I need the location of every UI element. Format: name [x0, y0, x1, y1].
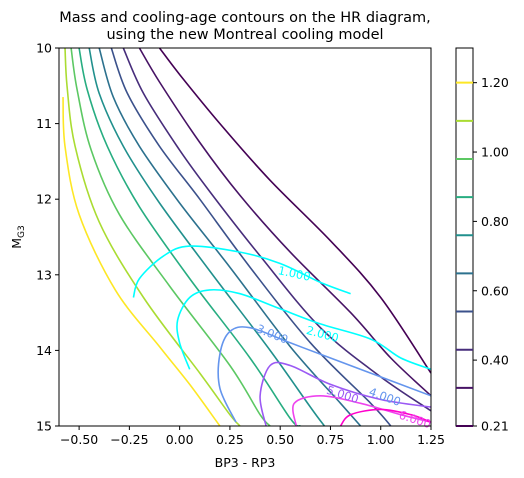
y-tick-label-2: 12	[36, 192, 52, 207]
age-contour-1	[176, 288, 431, 371]
chart-title-line-2: using the new Montreal cooling model	[106, 27, 383, 43]
age-contour-2	[217, 326, 431, 423]
contour-layer	[62, 48, 431, 426]
mass-contour-2	[122, 48, 431, 412]
colorbar: 0.21 0.40 0.60 0.80 1.00 1.20	[455, 47, 509, 434]
y-axis-label-main: M	[9, 238, 24, 249]
colorbar-tick-label-3: 0.80	[481, 214, 509, 229]
age-contour-0	[132, 245, 351, 298]
age-contour-3	[259, 361, 431, 426]
age-contour-label-2: 3.000	[254, 321, 290, 346]
age-contour-label-4: 5.000	[325, 383, 361, 406]
y-tick-label-0: 10	[36, 41, 52, 56]
x-tick-label-0: −0.50	[60, 432, 98, 447]
age-contour-label-5: 6.000	[397, 408, 433, 431]
mass-contour-1	[138, 48, 431, 397]
y-tick-label-4: 14	[36, 343, 52, 358]
colorbar-tick-label-0: 0.21	[481, 419, 509, 434]
x-tick-label-2: 0.00	[166, 432, 194, 447]
age-contour-label-0: 1.000	[277, 263, 312, 284]
chart-title-line-1: Mass and cooling-age contours on the HR …	[59, 10, 431, 26]
mass-contour-5	[88, 48, 326, 426]
y-axis-label: MG3	[9, 225, 27, 249]
colorbar-frame	[455, 47, 474, 427]
x-axis-label: BP3 - RP3	[215, 455, 276, 470]
mass-contour-3	[110, 48, 392, 426]
plot-frame	[58, 47, 432, 427]
x-tick-label-7: 1.25	[417, 432, 445, 447]
x-axis: −0.50 −0.25 0.00 0.25 0.50 0.75 1.00 1.25	[60, 426, 445, 447]
x-tick-label-3: 0.25	[216, 432, 244, 447]
y-tick-label-5: 15	[36, 419, 52, 434]
mass-contour-6	[78, 48, 301, 426]
colorbar-tick-label-1: 0.40	[481, 353, 509, 368]
mass-contour-4	[98, 48, 362, 426]
x-tick-label-4: 0.50	[266, 432, 294, 447]
y-tick-label-3: 13	[36, 267, 52, 282]
x-tick-label-1: −0.25	[110, 432, 148, 447]
colorbar-tick-label-4: 1.00	[481, 145, 509, 160]
mass-contour-0	[158, 48, 431, 374]
mass-contour-9	[62, 97, 221, 426]
age-contour-4	[292, 394, 431, 426]
x-tick-label-6: 1.00	[367, 432, 395, 447]
mass-contour-7	[70, 48, 271, 426]
age-contour-5	[339, 408, 431, 426]
y-axis-label-subscript: G3	[17, 225, 27, 238]
y-tick-label-1: 11	[36, 116, 52, 131]
y-axis: 10 11 12 13 14 15	[36, 41, 59, 434]
colorbar-tick-label-5: 1.20	[481, 75, 509, 90]
x-tick-label-5: 0.75	[317, 432, 345, 447]
colorbar-tick-label-2: 0.60	[481, 283, 509, 298]
mass-contour-8	[64, 48, 241, 426]
